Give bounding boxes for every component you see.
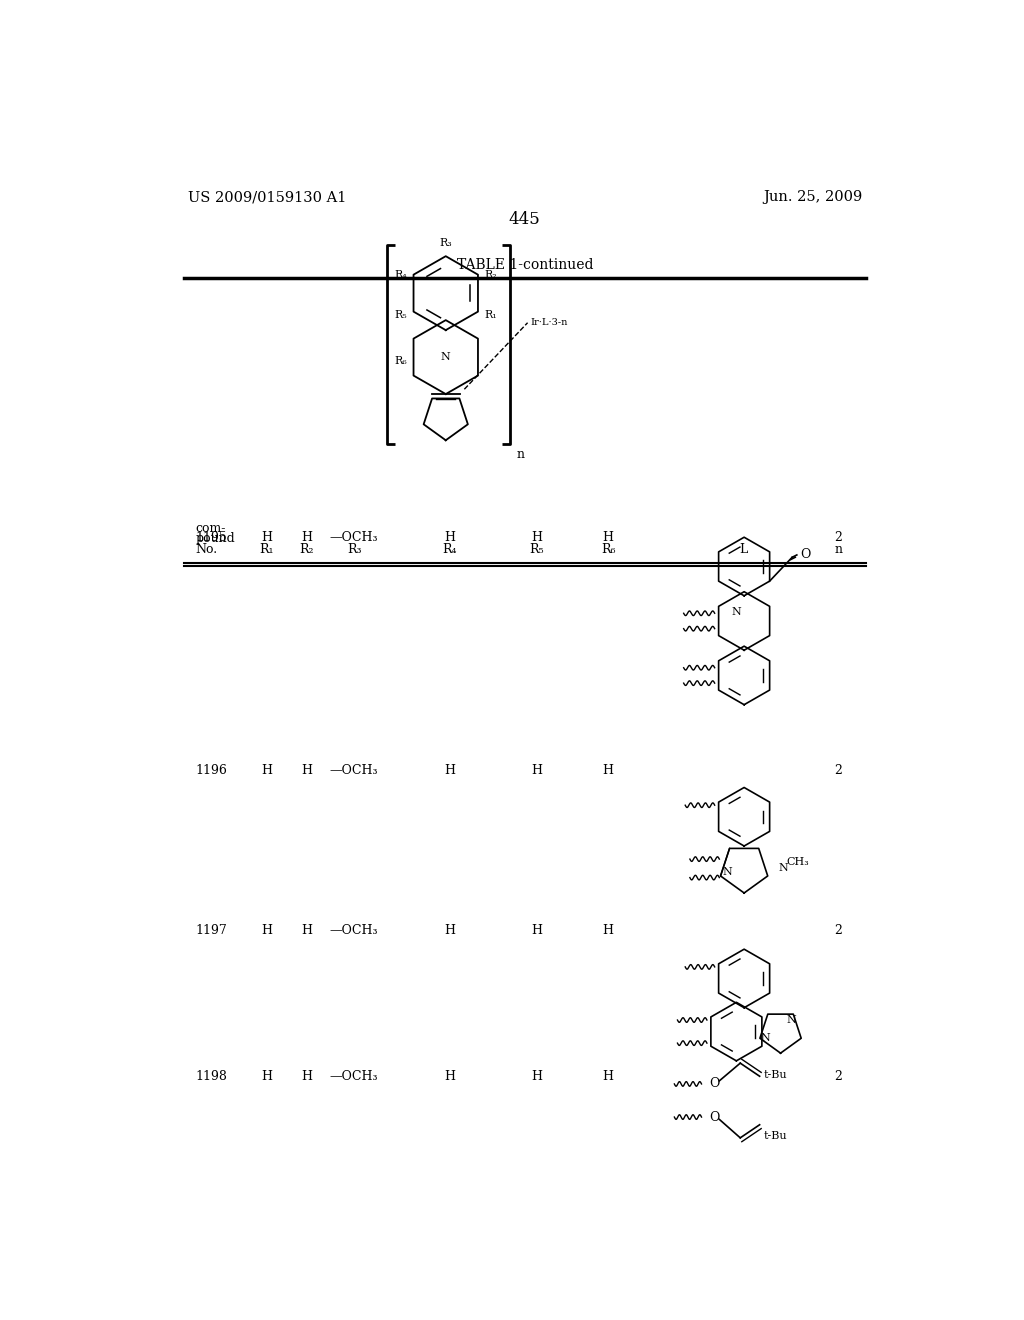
Text: 2: 2: [835, 531, 842, 544]
Text: t-Bu: t-Bu: [764, 1069, 787, 1080]
Text: H: H: [444, 924, 455, 937]
Text: Jun. 25, 2009: Jun. 25, 2009: [763, 190, 862, 205]
Text: 1196: 1196: [196, 764, 227, 776]
Text: H: H: [261, 531, 272, 544]
Text: O: O: [801, 548, 811, 561]
Text: n: n: [516, 447, 524, 461]
Text: No.: No.: [196, 544, 217, 556]
Text: t-Bu: t-Bu: [764, 1131, 787, 1142]
Text: N: N: [786, 1015, 797, 1026]
Text: CH₃: CH₃: [786, 857, 809, 867]
Text: H: H: [301, 924, 312, 937]
Text: 1197: 1197: [196, 924, 227, 937]
Text: N: N: [778, 863, 788, 874]
Text: —OCH₃: —OCH₃: [330, 764, 379, 776]
Text: R₄: R₄: [394, 269, 408, 280]
Text: R₂: R₂: [299, 544, 313, 556]
Text: R₆: R₆: [394, 356, 408, 366]
Text: H: H: [603, 924, 613, 937]
Text: Ir·L·3-n: Ir·L·3-n: [529, 318, 567, 327]
Text: N: N: [731, 607, 741, 616]
Text: H: H: [261, 924, 272, 937]
Text: —OCH₃: —OCH₃: [330, 924, 379, 937]
Text: O: O: [710, 1077, 720, 1090]
Text: H: H: [444, 764, 455, 776]
Text: R₅: R₅: [394, 310, 408, 321]
Text: 1195: 1195: [196, 531, 227, 544]
Text: R₂: R₂: [484, 269, 497, 280]
Text: N: N: [441, 352, 451, 362]
Text: H: H: [301, 531, 312, 544]
Text: H: H: [261, 764, 272, 776]
Text: H: H: [301, 764, 312, 776]
Text: R₆: R₆: [601, 544, 615, 556]
Text: R₁: R₁: [484, 310, 497, 321]
Text: 445: 445: [509, 211, 541, 228]
Text: R₃: R₃: [347, 544, 361, 556]
Text: R₁: R₁: [260, 544, 274, 556]
Text: —OCH₃: —OCH₃: [330, 1069, 379, 1082]
Text: n: n: [835, 544, 843, 556]
Text: O: O: [710, 1110, 720, 1123]
Text: pound: pound: [196, 532, 236, 545]
Text: L: L: [739, 544, 748, 556]
Text: 1198: 1198: [196, 1069, 227, 1082]
Text: H: H: [444, 531, 455, 544]
Text: H: H: [261, 1069, 272, 1082]
Text: N: N: [722, 867, 732, 878]
Text: 2: 2: [835, 924, 842, 937]
Text: N: N: [760, 1032, 770, 1043]
Text: TABLE 1-continued: TABLE 1-continued: [457, 259, 593, 272]
Text: 2: 2: [835, 764, 842, 776]
Text: H: H: [531, 531, 542, 544]
Text: H: H: [531, 924, 542, 937]
Text: H: H: [603, 1069, 613, 1082]
Text: —OCH₃: —OCH₃: [330, 531, 379, 544]
Text: H: H: [603, 764, 613, 776]
Text: R₅: R₅: [529, 544, 544, 556]
Text: R₄: R₄: [442, 544, 457, 556]
Text: com-: com-: [196, 521, 226, 535]
Text: R₃: R₃: [439, 239, 453, 248]
Text: 2: 2: [835, 1069, 842, 1082]
Text: US 2009/0159130 A1: US 2009/0159130 A1: [187, 190, 346, 205]
Text: H: H: [603, 531, 613, 544]
Text: H: H: [301, 1069, 312, 1082]
Text: H: H: [531, 764, 542, 776]
Text: H: H: [531, 1069, 542, 1082]
Text: H: H: [444, 1069, 455, 1082]
